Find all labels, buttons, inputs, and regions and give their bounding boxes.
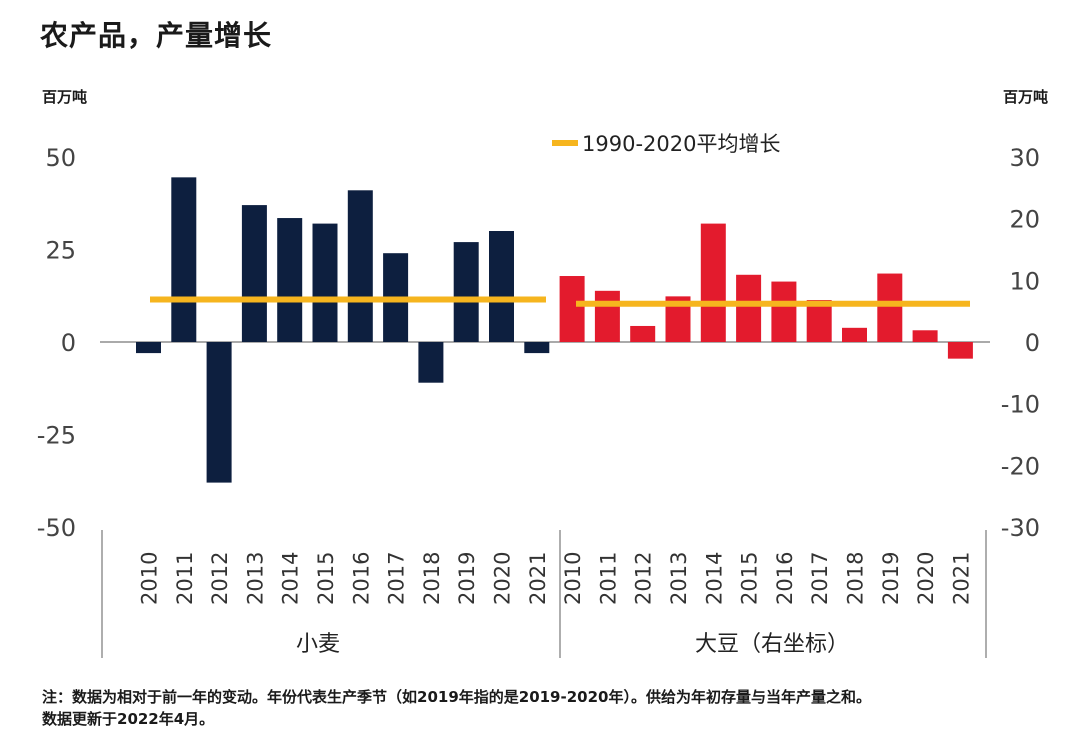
x-tick-label: 2019 (455, 552, 479, 605)
soybean-bar (630, 325, 656, 342)
x-tick-label: 2012 (632, 552, 656, 605)
wheat-bar (171, 177, 197, 342)
right-y-tick-label: -10 (1001, 391, 1040, 419)
soybean-bar (736, 274, 762, 342)
x-tick-label: 2020 (914, 552, 938, 605)
right-y-tick-label: -20 (1001, 452, 1040, 480)
right-y-tick-label: 20 (1009, 206, 1040, 234)
x-tick-label: 2019 (879, 552, 903, 605)
wheat-bar (241, 205, 267, 342)
x-tick-label: 2014 (702, 552, 726, 605)
x-tick-label: 2020 (491, 552, 515, 605)
soybean-bar (594, 290, 620, 342)
wheat-bar (524, 342, 550, 354)
wheat-bar (453, 242, 479, 342)
left-y-tick-label: -25 (37, 422, 76, 450)
left-y-tick-label: 50 (45, 144, 76, 172)
footnote: 注：数据为相对于前一年的变动。年份代表生产季节（如2019年指的是2019-20… (42, 686, 1052, 730)
x-tick-label: 2018 (844, 552, 868, 605)
footnote-line: 注：数据为相对于前一年的变动。年份代表生产季节（如2019年指的是2019-20… (42, 688, 871, 706)
soybean-bar (947, 342, 973, 359)
left-y-tick-label: 0 (61, 329, 76, 357)
soybean-bar (877, 273, 903, 342)
x-tick-label: 2010 (138, 552, 162, 605)
x-tick-label: 2016 (773, 552, 797, 605)
left-y-tick-label: 25 (45, 237, 76, 265)
soybean-bar (842, 327, 867, 342)
chart-title: 农产品，产量增长 (40, 19, 273, 52)
soybean-bar (912, 330, 938, 342)
right-axis-unit: 百万吨 (1002, 88, 1048, 106)
x-tick-label: 2016 (349, 552, 373, 605)
x-tick-label: 2012 (208, 552, 232, 605)
right-y-tick-label: -30 (1001, 514, 1040, 542)
x-tick-label: 2017 (808, 552, 832, 605)
right-y-tick-label: 0 (1025, 329, 1040, 357)
wheat-bar (418, 342, 444, 383)
right-y-tick-label: 10 (1009, 267, 1040, 295)
x-tick-label: 2011 (173, 552, 197, 605)
x-tick-label: 2018 (420, 552, 444, 605)
group-label-soybean: 大豆（右坐标） (695, 632, 849, 657)
left-axis-unit: 百万吨 (42, 88, 88, 106)
wheat-bar (489, 231, 514, 342)
left-y-tick-label: -50 (37, 514, 76, 542)
wheat-bar (136, 342, 161, 354)
group-label-wheat: 小麦 (296, 632, 340, 657)
x-tick-label: 2017 (385, 552, 409, 605)
footnote-line: 数据更新于2022年4月。 (42, 710, 215, 728)
wheat-bar (277, 218, 303, 342)
x-tick-label: 2021 (949, 552, 973, 605)
soybean-bar (771, 281, 797, 342)
wheat-bar (206, 342, 232, 483)
x-tick-label: 2014 (279, 552, 303, 605)
soybean-bar (700, 223, 726, 342)
right-y-tick-label: 30 (1009, 144, 1040, 172)
x-tick-label: 2015 (738, 552, 762, 605)
legend-label: 1990-2020平均增长 (582, 132, 780, 156)
x-tick-label: 2021 (526, 552, 550, 605)
x-tick-label: 2013 (243, 552, 267, 605)
soybean-bar (806, 300, 832, 342)
x-tick-label: 2013 (667, 552, 691, 605)
wheat-bar (347, 190, 373, 342)
soybean-bar (559, 276, 585, 342)
x-tick-label: 2015 (314, 552, 338, 605)
wheat-bar (312, 223, 338, 342)
x-tick-label: 2010 (561, 552, 585, 605)
x-tick-label: 2011 (596, 552, 620, 605)
